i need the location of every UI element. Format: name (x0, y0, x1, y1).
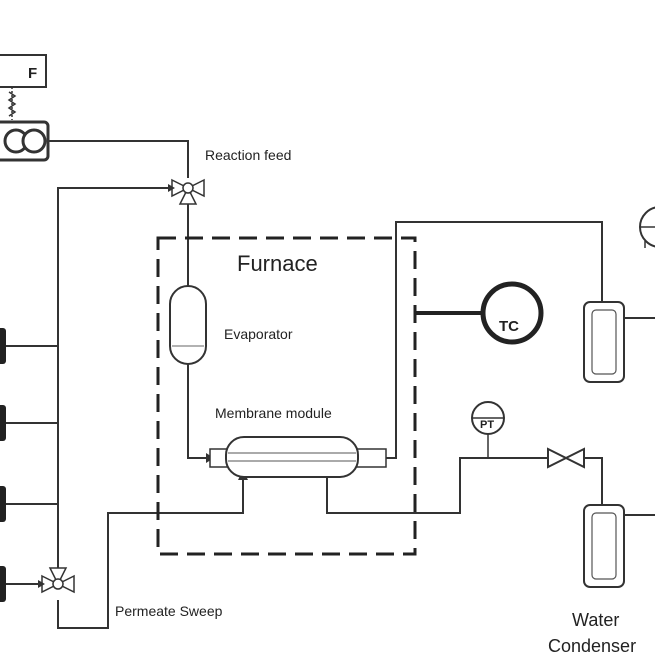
furnace-label: Furnace (237, 251, 318, 276)
partial-instrument (639, 206, 655, 248)
pt-label: PT (480, 419, 494, 431)
evaporator-label: Evaporator (224, 326, 293, 342)
reaction-feed-valve (168, 178, 205, 205)
water-label: Water (572, 610, 619, 630)
water-condenser-vessel (583, 504, 625, 588)
flow-controller-label: F (28, 65, 37, 82)
membrane-module (209, 436, 387, 478)
upper-condenser-vessel (583, 301, 625, 383)
membrane-module-label: Membrane module (215, 405, 332, 421)
evaporator-vessel (169, 285, 207, 365)
flow-controller: F (0, 54, 47, 120)
condenser-label: Condenser (548, 636, 636, 655)
permeate-sweep-valve (38, 567, 75, 594)
tc-instrument: TC (480, 281, 544, 345)
needle-valve (547, 447, 585, 469)
gas-supply-stubs (0, 328, 58, 602)
reaction-feed-label: Reaction feed (205, 147, 291, 163)
permeate-sweep-label: Permeate Sweep (115, 603, 223, 619)
pump (0, 120, 50, 162)
tc-label: TC (499, 318, 519, 335)
furnace-enclosure (156, 236, 417, 556)
pt-instrument: PT (471, 401, 505, 435)
